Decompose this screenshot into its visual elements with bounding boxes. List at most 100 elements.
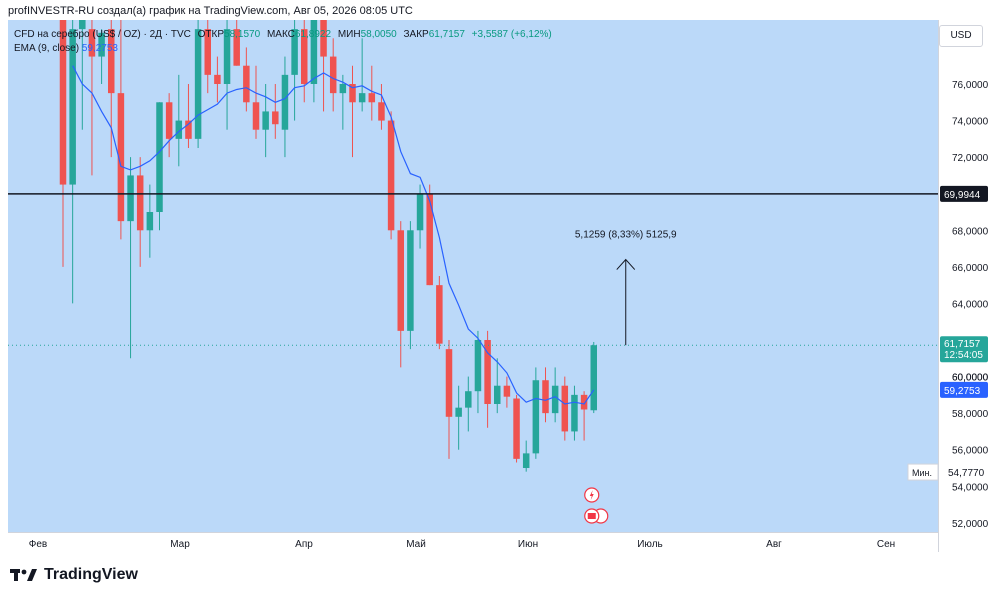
min-tag-value: 54,7770 bbox=[948, 468, 985, 479]
plot-layer bbox=[8, 20, 938, 472]
currency-button[interactable]: USD bbox=[939, 25, 983, 47]
candle-body bbox=[59, 20, 67, 185]
candle-body bbox=[426, 193, 433, 286]
candle-body bbox=[136, 175, 144, 231]
candle-body bbox=[378, 102, 385, 121]
candle bbox=[339, 74, 347, 130]
price-axis-background bbox=[938, 20, 992, 552]
candle-body bbox=[320, 20, 327, 57]
candle-body bbox=[233, 29, 240, 66]
last-price-tag-background bbox=[940, 336, 988, 363]
candle-body bbox=[542, 380, 549, 414]
y-tick-label: 68,0000 bbox=[952, 226, 989, 237]
x-tick-label: Авг bbox=[766, 539, 782, 550]
y-tick-label: 52,0000 bbox=[952, 519, 989, 530]
candle-body bbox=[243, 65, 250, 103]
candle-body bbox=[455, 407, 462, 417]
candle-body bbox=[69, 29, 76, 185]
candle-body bbox=[108, 29, 115, 94]
candle-body bbox=[281, 74, 289, 130]
chart-area[interactable]: 52,000054,000056,000058,000060,000062,00… bbox=[8, 20, 992, 552]
candle-body bbox=[339, 84, 347, 94]
candle-body bbox=[465, 391, 472, 408]
level-tag-background bbox=[940, 185, 988, 202]
candle bbox=[494, 358, 501, 414]
y-tick-label: 64,0000 bbox=[952, 299, 989, 310]
candle-body bbox=[175, 120, 183, 139]
candle-body bbox=[329, 56, 337, 94]
candle-body bbox=[522, 453, 530, 468]
candle bbox=[329, 38, 337, 112]
candle-body bbox=[445, 349, 453, 417]
tradingview-brand[interactable]: TradingView bbox=[10, 566, 138, 584]
last-price-tag-label: 61,7157 bbox=[944, 339, 981, 350]
candle bbox=[291, 20, 298, 121]
chart-legend: CFD на серебро (US$ / OZ) · 2Д · TVC ОТК… bbox=[14, 28, 552, 56]
x-tick-label: Июн bbox=[518, 539, 538, 550]
candle-body bbox=[561, 385, 569, 432]
candle bbox=[397, 221, 404, 368]
candle-body bbox=[194, 29, 202, 139]
candle bbox=[445, 340, 453, 459]
ema-tag-background bbox=[940, 381, 988, 398]
candle-body bbox=[387, 120, 395, 231]
y-tick-label: 56,0000 bbox=[952, 446, 989, 457]
candle-body bbox=[503, 385, 511, 397]
candle-body bbox=[117, 93, 125, 222]
candle-body bbox=[551, 385, 559, 414]
candle bbox=[387, 111, 395, 240]
candle-body bbox=[223, 29, 231, 84]
candle bbox=[185, 84, 192, 148]
price-60-label: 60,0000 bbox=[952, 373, 989, 384]
candle bbox=[590, 341, 597, 414]
candle bbox=[513, 394, 520, 463]
y-tick-label: 60,0000 bbox=[952, 373, 989, 384]
candle-body bbox=[580, 394, 588, 410]
flag-event-icon[interactable] bbox=[584, 508, 609, 524]
candle bbox=[127, 157, 134, 359]
candle-body bbox=[185, 120, 192, 139]
candle-body bbox=[532, 380, 540, 454]
candle bbox=[165, 93, 173, 158]
candle bbox=[580, 391, 588, 441]
lightning-event-icon[interactable] bbox=[584, 487, 600, 503]
y-tick-label: 74,0000 bbox=[952, 117, 989, 128]
candle-body bbox=[474, 340, 482, 392]
candle bbox=[272, 84, 279, 139]
candle bbox=[117, 20, 125, 240]
tradingview-logo-icon bbox=[10, 569, 37, 581]
time-axis-background bbox=[8, 532, 938, 552]
instrument-name[interactable]: CFD на серебро (US$ / OZ) · 2Д · TVC bbox=[14, 29, 191, 40]
candle bbox=[455, 385, 462, 450]
candle bbox=[281, 56, 289, 158]
x-tick-label: Сен bbox=[877, 539, 895, 550]
price-chart[interactable]: 52,000054,000056,000058,000060,000062,00… bbox=[8, 20, 992, 552]
candle bbox=[368, 65, 376, 121]
candle-body bbox=[416, 193, 424, 231]
min-tag-label: Мин. bbox=[912, 468, 932, 478]
candle bbox=[223, 20, 231, 130]
lightning-glyph bbox=[589, 490, 594, 500]
plot-background bbox=[8, 20, 938, 532]
candle bbox=[79, 20, 86, 130]
candle-body bbox=[156, 102, 163, 212]
candle bbox=[252, 65, 260, 139]
candle-body bbox=[79, 20, 86, 30]
candle bbox=[175, 74, 183, 167]
candle bbox=[59, 20, 67, 267]
candle-body bbox=[88, 29, 96, 57]
candle-body bbox=[310, 20, 318, 84]
candle bbox=[503, 376, 511, 408]
y-tick-label: 66,0000 bbox=[952, 263, 989, 274]
candle-body bbox=[571, 394, 578, 432]
candle bbox=[358, 38, 366, 112]
candle-body bbox=[513, 398, 520, 459]
candle-body bbox=[368, 93, 376, 103]
candle bbox=[136, 157, 144, 267]
candle-body bbox=[358, 93, 366, 103]
ema-label[interactable]: EMA (9, close) bbox=[14, 43, 80, 54]
close-value: 61,7157 bbox=[428, 29, 465, 40]
change-value: +3,5587 (+6,12%) bbox=[471, 29, 552, 40]
candle-body bbox=[98, 32, 105, 57]
candle bbox=[465, 376, 472, 432]
